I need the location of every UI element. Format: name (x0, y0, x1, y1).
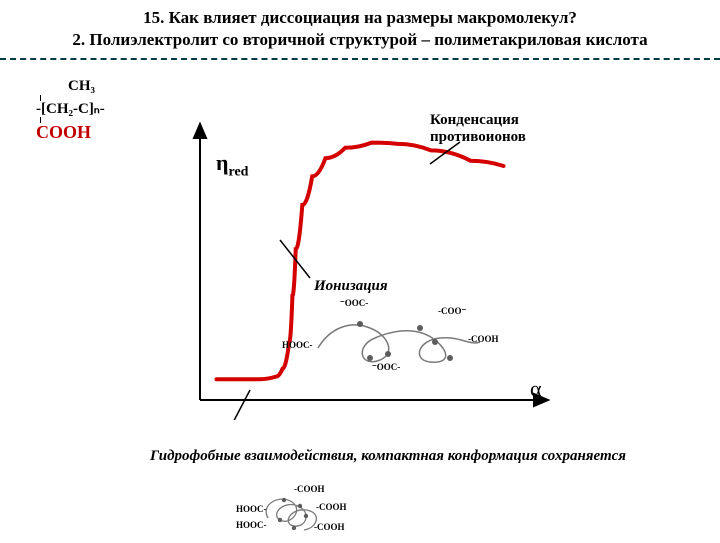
coil-label-4: -COOH (314, 522, 345, 532)
header-divider (0, 58, 720, 60)
mol-label-ooc1: ⁻OOC- (340, 298, 368, 309)
footnote-hydrophobic: Гидрофобные взаимодействия, компактная к… (150, 448, 626, 465)
page-title: 15. Как влияет диссоциация на размеры ма… (0, 8, 720, 50)
coil-label-1: HOOC- (236, 504, 267, 514)
annotation-condensation: Конденсация противоионов (430, 112, 610, 146)
mol-label-coo: -COO⁻ (438, 306, 466, 317)
formula-backbone: -[CH₂-C]ₙ- (36, 101, 105, 118)
coil-label-0: -COOH (294, 484, 325, 494)
coil-label-2: -COOH (316, 502, 347, 512)
x-axis-label: α (530, 376, 542, 402)
chemical-formula: CH₃ -[CH₂-C]ₙ- COOH (36, 78, 105, 143)
mol-label-cooh: -COOH (468, 334, 499, 344)
formula-cooh: COOH (36, 123, 105, 143)
y-axis-label: ηred (216, 150, 248, 180)
mol-label-ooc2: ⁻OOC- (372, 362, 400, 373)
coil-label-3: HOOC- (236, 520, 267, 530)
title-line-1: 15. Как влияет диссоциация на размеры ма… (0, 8, 720, 28)
title-line-2: 2. Полиэлектролит со вторичной структуро… (0, 30, 720, 50)
formula-ch3: CH₃ (36, 78, 105, 95)
compact-coil-diagram: -COOH HOOC- -COOH HOOC- -COOH (240, 486, 360, 538)
ionized-molecule-diagram: ⁻OOC- -COO⁻ HOOC- -COOH ⁻OOC- (300, 298, 500, 378)
annotation-ionization: Ионизация (314, 278, 388, 295)
mol-label-hooc: HOOC- (282, 340, 313, 350)
